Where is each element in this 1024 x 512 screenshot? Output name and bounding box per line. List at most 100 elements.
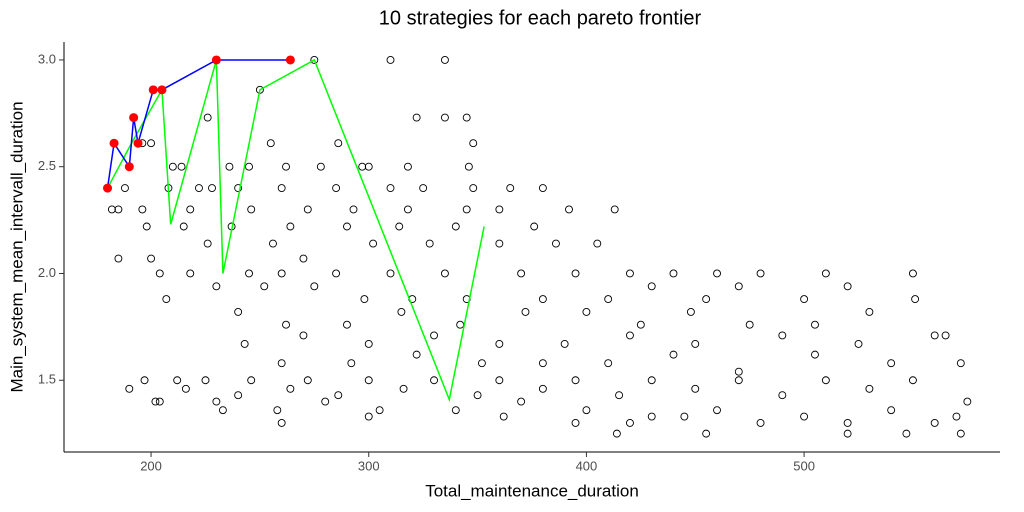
data-point: [277, 184, 286, 193]
data-point: [375, 406, 384, 415]
data-point: [208, 184, 216, 193]
data-point: [277, 359, 286, 368]
data-point: [260, 282, 269, 291]
data-point: [647, 376, 656, 385]
data-point: [908, 376, 917, 385]
data-point: [538, 359, 547, 368]
data-point: [277, 419, 286, 427]
data-point: [177, 162, 186, 171]
data-point: [477, 359, 486, 368]
data-point: [702, 429, 711, 438]
data-point: [495, 339, 504, 348]
data-point: [669, 350, 678, 359]
data-point: [734, 376, 743, 385]
data-point: [155, 269, 164, 278]
data-point: [517, 269, 526, 278]
data-point: [800, 295, 809, 304]
data-point: [245, 269, 253, 278]
data-point: [316, 162, 325, 171]
data-point: [151, 397, 160, 406]
x-axis-label: Total_maintenance_duration: [425, 481, 639, 500]
data-point: [273, 406, 282, 415]
data-point: [395, 222, 404, 231]
data-point: [582, 307, 591, 316]
data-point: [565, 205, 573, 214]
data-point: [506, 184, 515, 193]
data-point: [247, 376, 256, 385]
data-point: [412, 113, 421, 122]
data-point: [571, 419, 580, 427]
data-point: [571, 376, 580, 385]
data-point: [626, 331, 634, 340]
data-point: [303, 376, 312, 385]
data-point: [412, 350, 421, 359]
data-point: [456, 320, 465, 329]
data-point: [734, 367, 743, 376]
strategy-line: [106, 58, 485, 403]
data-point: [702, 295, 711, 304]
pareto-point: [157, 85, 167, 95]
data-point: [114, 205, 123, 214]
data-point: [451, 406, 460, 415]
data-point: [386, 184, 395, 193]
data-point: [282, 320, 290, 329]
pareto-point: [124, 162, 134, 172]
data-point: [865, 307, 874, 316]
data-point: [140, 376, 149, 385]
data-point: [430, 331, 438, 340]
data-point: [464, 162, 473, 171]
data-point: [310, 55, 319, 64]
data-point: [604, 295, 613, 304]
data-point: [120, 184, 129, 193]
data-point: [538, 384, 547, 393]
data-point: [691, 384, 700, 393]
data-point: [162, 295, 171, 304]
data-point: [349, 205, 358, 214]
data-point: [181, 384, 190, 393]
data-point: [647, 282, 656, 291]
data-point: [125, 384, 134, 393]
data-point: [234, 307, 243, 316]
data-point: [865, 384, 874, 393]
data-point: [462, 113, 471, 122]
data-point: [911, 295, 920, 304]
data-point: [403, 162, 412, 171]
data-point: [811, 350, 819, 359]
data-point: [626, 269, 634, 278]
data-point: [203, 113, 212, 122]
data-point: [147, 254, 156, 263]
data-point: [499, 412, 508, 421]
data-point: [310, 282, 319, 291]
data-point: [107, 205, 116, 214]
data-point: [821, 376, 830, 385]
data-point: [686, 307, 695, 316]
data-point: [138, 205, 147, 214]
x-tick-label: 300: [358, 458, 380, 473]
chart-title: 10 strategies for each pareto frontier: [379, 7, 702, 29]
data-point: [358, 162, 367, 171]
data-point: [299, 254, 308, 263]
data-point: [247, 205, 256, 214]
data-point: [186, 205, 195, 214]
pareto-point: [109, 138, 119, 148]
data-point: [195, 184, 203, 193]
data-point: [593, 239, 602, 248]
data-point: [615, 391, 624, 400]
data-point: [360, 295, 369, 304]
data-point: [168, 162, 177, 171]
data-point: [240, 339, 249, 348]
data-point: [212, 397, 221, 406]
data-point: [451, 222, 460, 231]
data-point: [386, 269, 395, 278]
data-point: [941, 331, 950, 340]
data-point: [203, 239, 212, 248]
data-point: [343, 222, 351, 231]
pareto-point: [211, 55, 221, 65]
data-point: [430, 376, 438, 385]
data-point: [604, 359, 613, 368]
data-point: [811, 320, 819, 329]
data-point: [887, 406, 896, 415]
data-point: [343, 320, 351, 329]
pareto-point: [285, 55, 295, 65]
